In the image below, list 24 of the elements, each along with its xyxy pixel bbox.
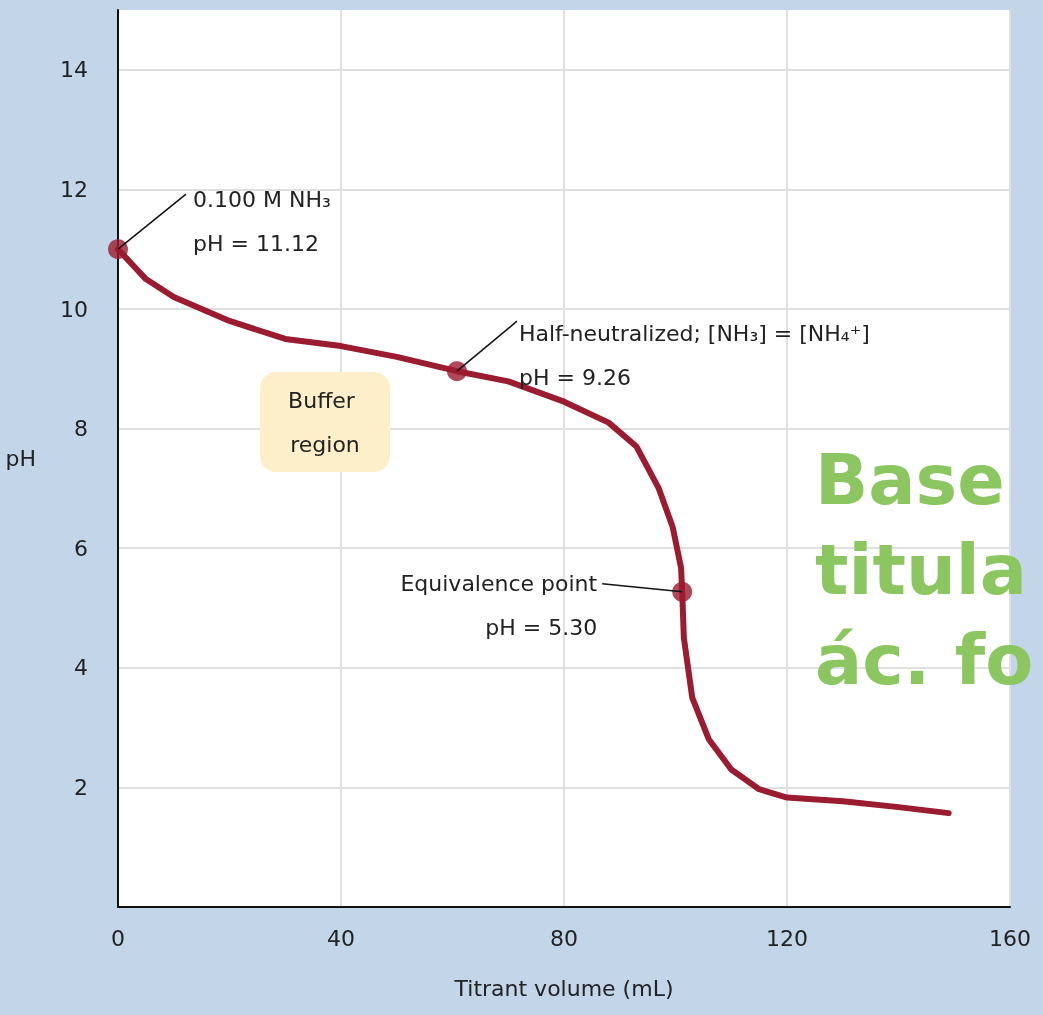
- x-tick-label: 40: [327, 925, 355, 951]
- y-tick-label: 12: [60, 176, 88, 202]
- annotation: ác. fo: [815, 619, 1034, 701]
- point: [108, 239, 128, 260]
- annotation: Buffer region: [288, 387, 362, 457]
- y-tick-label: 14: [60, 57, 88, 83]
- annotation: Half-neutralized; [NH₃] = [NH₄⁺] pH = 9.26: [518, 320, 870, 390]
- y-tick-label: 4: [74, 655, 88, 681]
- annotation: Equivalence point pH = 5.30: [400, 571, 598, 641]
- y-tick-label: 8: [74, 416, 88, 442]
- x-tick-label: 0: [111, 925, 125, 951]
- annotation: titula: [815, 529, 1027, 611]
- y-tick-label: 2: [74, 774, 88, 800]
- x-tick-label: 120: [766, 925, 808, 951]
- y-tick-label: 10: [60, 296, 88, 322]
- point: [672, 581, 693, 602]
- y-axis-title: pH: [5, 446, 36, 471]
- x-axis-title: Titrant volume (mL): [453, 975, 674, 1001]
- annotation: 0.100 M NH₃ pH = 11.12: [193, 186, 331, 256]
- x-tick-label: 80: [550, 925, 578, 951]
- y-tick-label: 6: [74, 535, 88, 561]
- x-tick-label: 160: [989, 925, 1031, 951]
- point: [446, 361, 467, 382]
- annotation: Base: [815, 439, 1005, 521]
